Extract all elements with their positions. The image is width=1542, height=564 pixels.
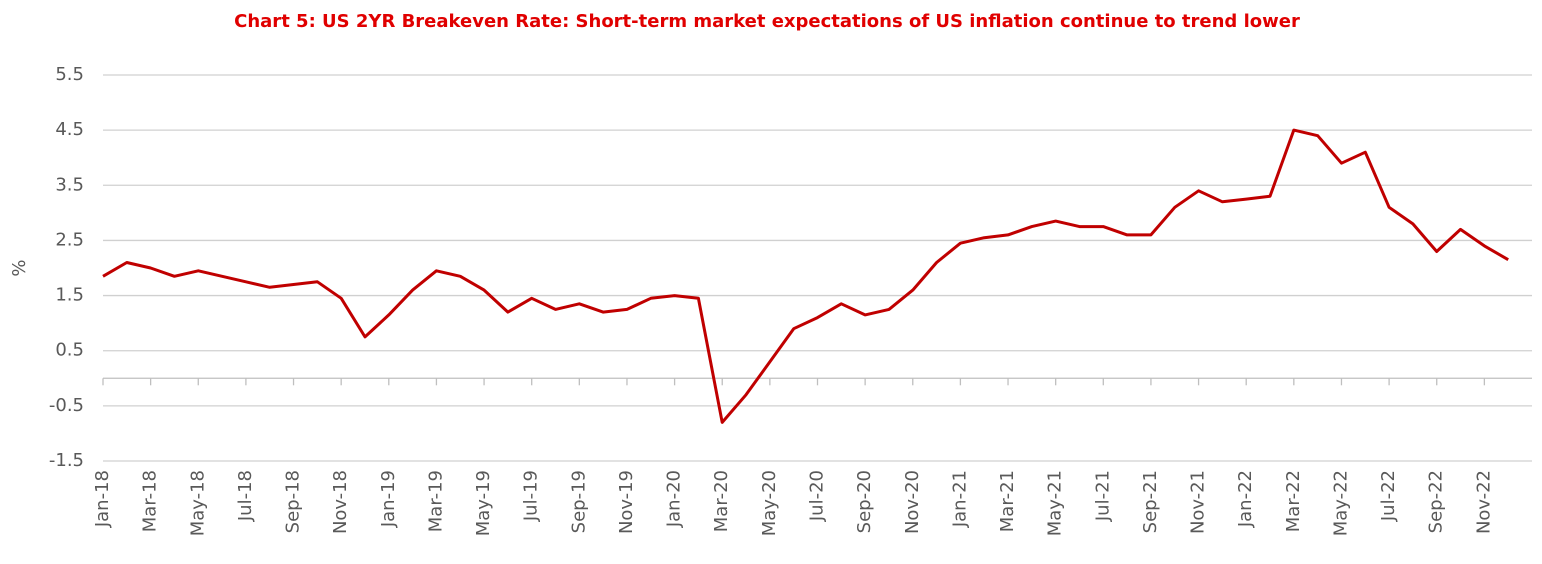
x-tick-label: Mar-19: [425, 470, 446, 532]
x-tick-label: Nov-21: [1188, 470, 1209, 534]
x-tick-label: May-22: [1330, 470, 1351, 536]
x-tick-label: Jan-22: [1235, 470, 1256, 528]
x-tick-label: Sep-18: [283, 470, 304, 533]
x-tick-label: Mar-18: [140, 470, 161, 532]
x-tick-label: Sep-20: [854, 470, 875, 533]
y-axis-label: %: [9, 259, 30, 276]
x-tick-label: Sep-22: [1426, 470, 1447, 533]
x-tick-label: Nov-20: [902, 470, 923, 534]
y-tick-label: 4.5: [55, 119, 84, 140]
x-tick-label: Mar-22: [1283, 470, 1304, 532]
x-tick-label: Jan-19: [378, 470, 399, 528]
x-tick-label: May-21: [1045, 470, 1066, 536]
x-tick-label: Jul-21: [1092, 470, 1113, 522]
x-tick-label: Sep-21: [1140, 470, 1161, 533]
x-tick-label: Jan-21: [949, 470, 970, 528]
x-tick-label: Mar-21: [997, 470, 1018, 532]
x-tick-label: Nov-18: [330, 470, 351, 534]
x-tick-label: Jul-18: [235, 470, 256, 522]
y-tick-label: -0.5: [49, 395, 84, 416]
y-tick-label: 3.5: [55, 174, 84, 195]
x-tick-label: May-19: [473, 470, 494, 536]
y-tick-label: 1.5: [55, 285, 84, 306]
x-tick-label: Sep-19: [568, 470, 589, 533]
y-tick-label: -1.5: [49, 450, 84, 471]
y-tick-label: 5.5: [55, 64, 84, 85]
x-tick-label: May-20: [759, 470, 780, 536]
x-tick-label: Jul-20: [807, 470, 828, 522]
x-tick-label: Nov-22: [1473, 470, 1494, 534]
y-tick-label: 2.5: [55, 229, 84, 250]
x-tick-label: Jul-22: [1378, 470, 1399, 522]
x-tick-label: May-18: [187, 470, 208, 536]
chart-title: Chart 5: US 2YR Breakeven Rate: Short-te…: [234, 11, 1300, 32]
x-tick-label: Nov-19: [616, 470, 637, 534]
x-tick-label: Jan-20: [664, 470, 685, 528]
x-tick-label: Jul-19: [521, 470, 542, 522]
x-tick-label: Mar-20: [711, 470, 732, 532]
data-line: [102, 128, 1509, 424]
y-tick-label: 0.5: [55, 340, 84, 361]
x-tick-label: Jan-18: [92, 470, 113, 528]
